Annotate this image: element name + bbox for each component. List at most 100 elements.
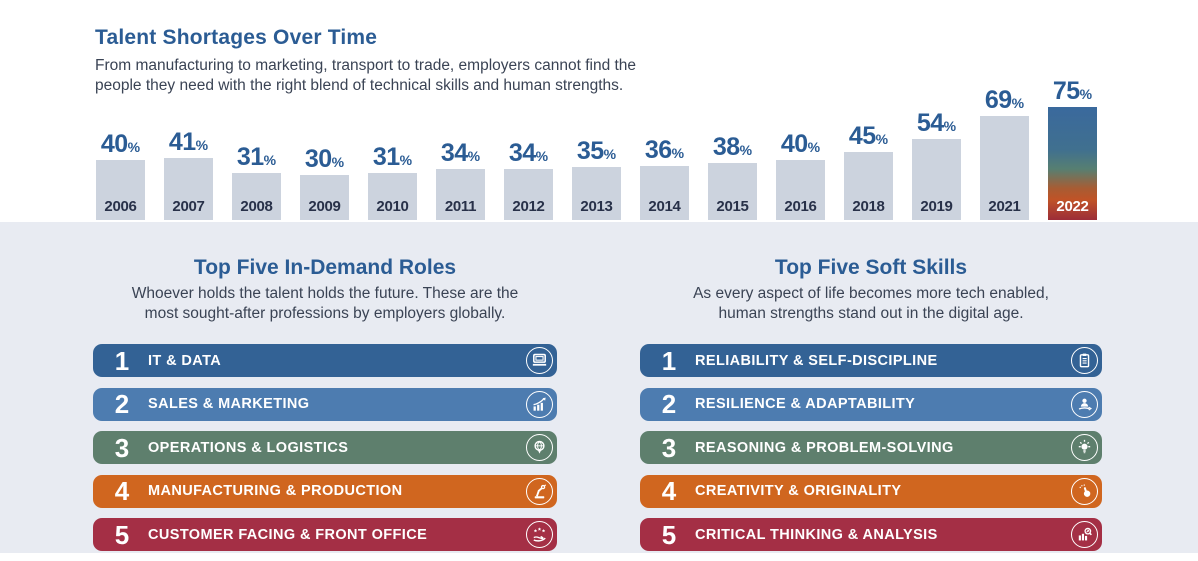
location-pin-icon [526,434,553,461]
bar-year-label: 2019 [920,198,953,215]
bar-rect: 2018 [844,152,893,220]
rank-row-3: 3 REASONING & PROBLEM-SOLVING [640,431,1102,464]
rank-row-5: 5 CUSTOMER FACING & FRONT OFFICE [93,518,557,551]
bar-rect: 2016 [776,160,825,220]
bar-rect: 2022 [1048,107,1097,220]
lightbulb-icon [1071,434,1098,461]
bar-year-label: 2018 [852,198,885,215]
page-header: Talent Shortages Over Time From manufact… [95,26,636,96]
rank-number: 4 [114,476,130,506]
bar-rect: 2014 [640,166,689,220]
bar-value-label: 35% [576,137,617,165]
bar-rect: 2012 [504,169,553,220]
rank-row-3: 3 OPERATIONS & LOGISTICS [93,431,557,464]
rank-number: 1 [661,345,677,376]
laptop-icon [526,347,553,374]
rank-label: SALES & MARKETING [148,396,310,412]
rank-row-4: 4 CREATIVITY & ORIGINALITY [640,474,1102,508]
rank-label: RESILIENCE & ADAPTABILITY [695,396,916,412]
rank-number: 2 [114,389,130,419]
hand-click-icon [1071,477,1098,505]
chart-bar-2018: 45% 2018 [844,124,893,220]
rank-label: RELIABILITY & SELF-DISCIPLINE [695,352,938,369]
rank-row-4: 4 MANUFACTURING & PRODUCTION [93,474,557,508]
bar-year-label: 2010 [376,198,409,215]
person-adapt-icon [1071,390,1098,418]
rank-list-skills: 1 RELIABILITY & SELF-DISCIPLINE 2 RESILIENC… [640,344,1102,551]
section-subtitle-line1: As every aspect of life becomes more tec… [693,285,1049,302]
chart-bar-2009: 30% 2009 [300,147,349,220]
section-subtitle: Whoever holds the talent holds the futur… [93,284,557,324]
bar-value-label: 54% [916,109,957,137]
rank-number: 3 [661,432,677,463]
bar-value-label: 34% [508,139,549,167]
bar-rect: 2009 [300,175,349,220]
bar-value-label: 31% [372,143,413,171]
section-soft-skills: Top Five Soft Skills As every aspect of … [640,256,1102,561]
rank-label: REASONING & PROBLEM-SOLVING [695,439,954,456]
bar-year-label: 2006 [104,198,137,215]
bar-year-label: 2014 [648,198,681,215]
bar-year-label: 2015 [716,198,749,215]
bar-rect: 2021 [980,116,1029,220]
section-in-demand-roles: Top Five In-Demand Roles Whoever holds t… [93,256,557,561]
chart-bar-2013: 35% 2013 [572,139,621,220]
bar-year-label: 2013 [580,198,613,215]
robot-arm-icon [526,477,553,505]
bar-value-label: 30% [304,145,345,173]
section-subtitle-line2: most sought-after professions by employe… [144,305,506,322]
bar-rect: 2008 [232,173,281,220]
rank-label: IT & DATA [148,352,222,369]
section-title: Top Five Soft Skills [774,256,968,279]
chart-bar-2008: 31% 2008 [232,145,281,220]
bar-value-label: 31% [236,143,277,171]
bar-year-label: 2016 [784,198,817,215]
chart-bar-2006: 40% 2006 [96,132,145,220]
service-hand-icon [526,521,553,548]
rank-label: MANUFACTURING & PRODUCTION [148,483,403,499]
section-subtitle-line1: Whoever holds the talent holds the futur… [131,285,519,302]
bar-year-label: 2012 [512,198,545,215]
bar-year-label: 2008 [240,198,273,215]
bar-value-label: 69% [984,86,1025,114]
lower-panel: Top Five In-Demand Roles Whoever holds t… [0,222,1198,553]
bar-value-label: 38% [712,133,753,161]
chart-bar-2022: 75% 2022 [1048,79,1097,220]
rank-number: 3 [114,432,130,463]
chart-bar-2007: 41% 2007 [164,130,213,220]
rank-row-2: 2 RESILIENCE & ADAPTABILITY [640,387,1102,421]
page-title: Talent Shortages Over Time [95,26,378,49]
chart-bar-2015: 38% 2015 [708,135,757,220]
bar-value-label: 40% [780,130,821,158]
bar-value-label: 36% [644,136,685,164]
section-subtitle: As every aspect of life becomes more tec… [640,284,1102,324]
rank-row-5: 5 CRITICAL THINKING & ANALYSIS [640,518,1102,551]
rank-label: CREATIVITY & ORIGINALITY [695,483,902,499]
bar-value-label: 45% [848,122,889,150]
section-title: Top Five In-Demand Roles [193,256,457,279]
bar-year-label: 2021 [988,198,1021,215]
bar-value-label: 41% [168,128,209,156]
rank-number: 4 [661,476,677,506]
growth-chart-icon [526,390,553,418]
bar-rect: 2006 [96,160,145,220]
chart-bar-2012: 34% 2012 [504,141,553,220]
rank-row-1: 1 RELIABILITY & SELF-DISCIPLINE [640,344,1102,377]
section-subtitle-line2: human strengths stand out in the digital… [718,305,1024,322]
bar-rect: 2007 [164,158,213,220]
chart-bar-2011: 34% 2011 [436,141,485,220]
bar-year-label: 2007 [172,198,205,215]
bar-rect: 2010 [368,173,417,220]
rank-number: 2 [661,389,677,419]
bar-value-label: 34% [440,139,481,167]
rank-number: 5 [114,519,130,550]
bar-rect: 2019 [912,139,961,220]
rank-label: CUSTOMER FACING & FRONT OFFICE [148,526,428,543]
rank-number: 1 [114,345,130,376]
chart-magnifier-icon [1071,521,1098,548]
page-subtitle-line2: people they need with the right blend of… [95,77,624,94]
bar-value-label: 75% [1052,77,1093,105]
bar-value-label: 40% [100,130,141,158]
rank-list-roles: 1 IT & DATA 2 SALES & MARKETING 3 OPERATIONS … [93,344,557,551]
bar-year-label: 2011 [444,198,477,215]
